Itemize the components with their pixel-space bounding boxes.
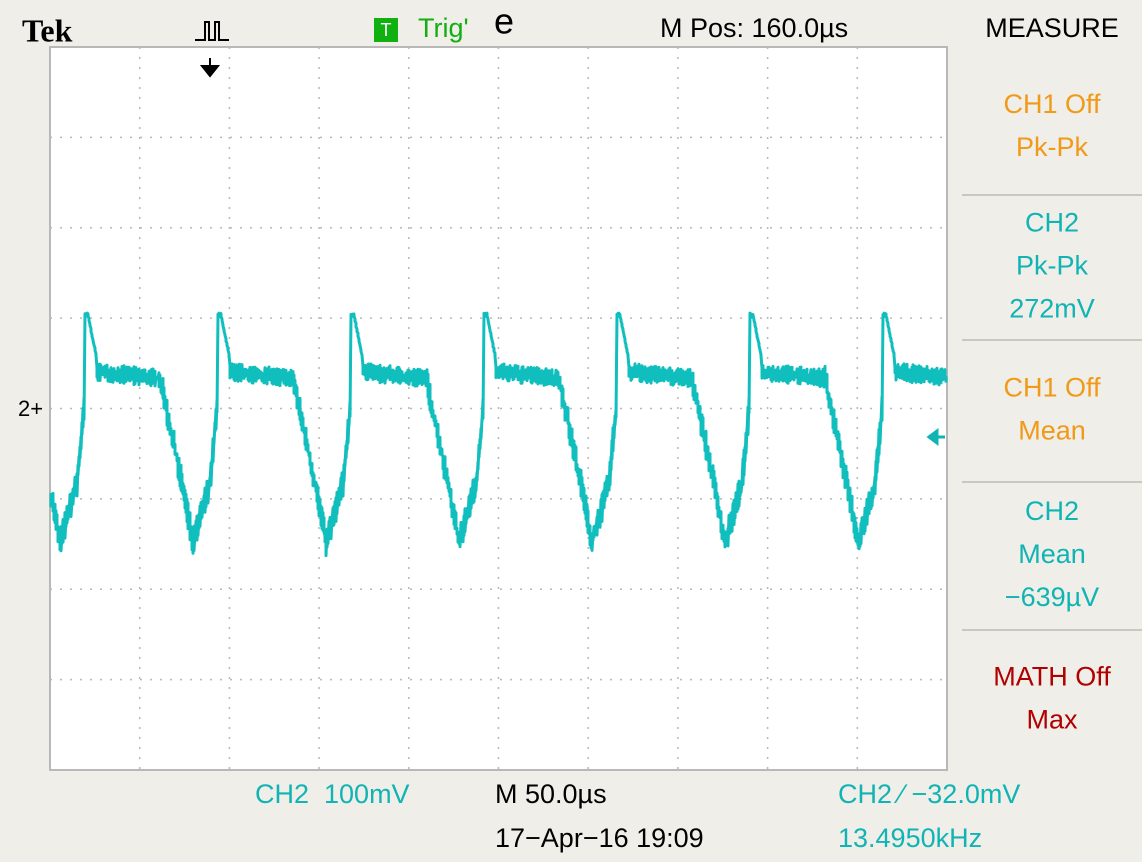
measure-text: −639µV xyxy=(1005,582,1099,612)
trigger-setting: CH2 ∕ −32.0mV xyxy=(838,779,1020,809)
measure-text: Mean xyxy=(1018,539,1086,569)
measure-text: MATH Off xyxy=(993,662,1111,692)
measure-text: CH2 xyxy=(1025,496,1079,526)
measure-text: 272mV xyxy=(1009,294,1095,324)
trigger-level-marker xyxy=(926,428,945,446)
measure-text: Max xyxy=(1026,705,1078,735)
measure-text: Pk-Pk xyxy=(1016,251,1089,281)
trigger-glitch: e xyxy=(494,1,514,42)
channel-marker: 2+ xyxy=(18,396,43,421)
waveform xyxy=(49,311,948,558)
measure-text: CH2 xyxy=(1025,208,1079,238)
ch2-scale: CH2 100mV xyxy=(255,779,410,809)
measure-text: Pk-Pk xyxy=(1016,132,1089,162)
grid xyxy=(50,47,947,770)
horizontal-position: M Pos: 160.0µs xyxy=(660,13,848,43)
measure-panel: CH1 Off Pk-Pk CH2 Pk-Pk 272mV CH1 Off Mean CH2 M… xyxy=(962,89,1142,735)
trigger-position-marker xyxy=(199,58,221,78)
datetime: 17−Apr−16 19:09 xyxy=(495,823,704,853)
timebase: M 50.0µs xyxy=(495,779,607,809)
measure-text: CH1 Off xyxy=(1003,89,1101,119)
frequency: 13.4950kHz xyxy=(838,823,982,853)
trigger-mode-icon xyxy=(195,21,229,41)
menu-title: MEASURE xyxy=(985,13,1119,43)
trigger-icon: T xyxy=(381,20,392,40)
trigger-icon-box xyxy=(374,18,398,42)
brand: Tek xyxy=(22,12,73,48)
measure-text: Mean xyxy=(1018,416,1086,446)
measure-text: CH1 Off xyxy=(1003,373,1101,403)
trigger-status: Trig' xyxy=(418,13,469,43)
